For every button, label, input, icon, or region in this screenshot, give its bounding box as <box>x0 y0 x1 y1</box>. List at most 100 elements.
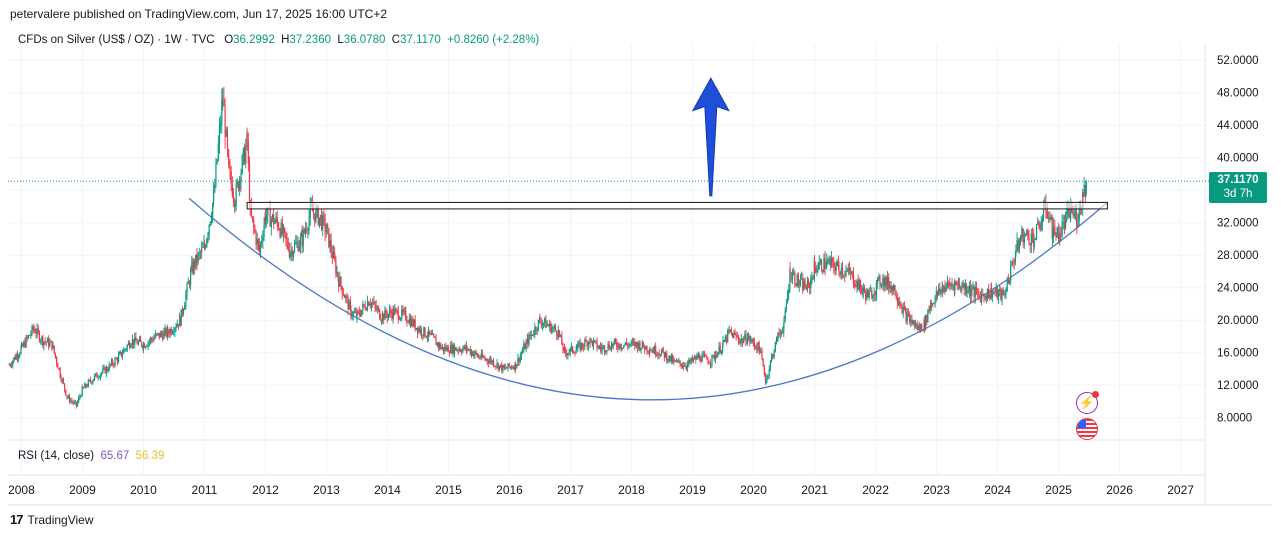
tradingview-brand: TradingView <box>27 512 94 527</box>
candle-body <box>645 346 647 350</box>
candle-body <box>13 357 15 361</box>
annotation-layer <box>8 77 1209 210</box>
candle-body <box>772 355 774 357</box>
candle-body <box>364 305 366 310</box>
candle-body <box>492 360 495 366</box>
candle-body <box>402 309 404 313</box>
tradingview-logo-icon: 17 <box>10 512 24 527</box>
candle-body <box>519 355 521 362</box>
candle-body <box>964 285 967 290</box>
candle-body <box>140 338 142 342</box>
last-price-value: 37.1170 <box>1217 174 1259 186</box>
candle-body <box>594 340 596 342</box>
candle-body <box>446 346 448 350</box>
candle-body <box>52 345 54 349</box>
candle-body <box>379 309 381 319</box>
candle-body <box>804 281 806 288</box>
candle-body <box>502 365 504 371</box>
candle-body <box>625 342 628 345</box>
candle-body <box>583 346 585 348</box>
candle-body <box>435 338 437 346</box>
candle-body <box>127 342 130 346</box>
candle-body <box>291 249 293 257</box>
candle-body <box>429 333 431 335</box>
tradingview-footer[interactable]: 17 TradingView <box>10 512 94 527</box>
candle-body <box>609 348 611 350</box>
candle-body <box>508 363 510 367</box>
candle-body <box>835 266 837 272</box>
candle-body <box>388 310 391 314</box>
candle-body <box>162 334 164 340</box>
candle-body <box>250 206 252 217</box>
candle-body <box>746 337 749 343</box>
candle-body <box>803 281 805 291</box>
published-header: petervalere published on TradingView.com… <box>10 7 388 21</box>
candle-body <box>18 355 20 359</box>
candle-body <box>284 227 286 233</box>
candle-body <box>790 278 792 280</box>
candle-body <box>614 339 617 343</box>
candle-body <box>1027 230 1029 237</box>
candle-body <box>401 309 403 318</box>
candle-body <box>863 287 866 293</box>
candle-body <box>198 252 200 254</box>
candle-body <box>54 352 57 358</box>
candle-body <box>473 354 475 356</box>
candle-body <box>722 340 724 345</box>
candle-body <box>684 365 686 367</box>
candle-body <box>975 287 978 292</box>
candle-body <box>719 346 721 353</box>
candle-body <box>33 328 35 330</box>
candle-body <box>472 351 474 356</box>
candle-body <box>315 209 317 222</box>
candle-body <box>855 286 857 287</box>
candle-body <box>65 389 67 396</box>
candle-body <box>158 333 160 338</box>
candle-body <box>973 286 975 297</box>
us-flag-icon[interactable] <box>1076 418 1098 440</box>
candle-body <box>881 284 883 286</box>
candle-body <box>962 283 964 287</box>
candle-body <box>341 286 343 295</box>
lightning-icon[interactable]: ⚡ <box>1076 391 1099 414</box>
candle-body <box>549 323 551 327</box>
candle-body <box>569 348 571 353</box>
candle-body <box>66 397 68 399</box>
candle-body <box>630 341 632 345</box>
candle-body <box>832 258 834 261</box>
candle-body <box>671 356 674 363</box>
candle-body <box>363 304 365 306</box>
symbol-name[interactable]: CFDs on Silver (US$ / OZ) · 1W · TVC <box>18 34 215 46</box>
candle-body <box>195 254 197 268</box>
candle-body <box>524 344 526 350</box>
candle-body <box>707 359 709 364</box>
candle-body <box>608 344 610 349</box>
candle-body <box>817 268 819 270</box>
candle-body <box>80 395 82 397</box>
candle-body <box>655 346 657 355</box>
candle-body <box>340 277 342 287</box>
candle-body <box>870 290 872 292</box>
candle-body <box>35 332 37 334</box>
candle-body <box>71 400 73 402</box>
candle-body <box>1069 212 1071 218</box>
candle-body <box>667 359 669 361</box>
candle-body <box>21 344 24 347</box>
candle-body <box>287 241 289 250</box>
candle-body <box>461 351 463 353</box>
candle-body <box>1031 233 1034 237</box>
candle-body <box>369 303 371 306</box>
candle-body <box>392 308 395 316</box>
candle-body <box>716 355 718 358</box>
candle-body <box>923 320 925 330</box>
candle-body <box>791 273 794 279</box>
candle-body <box>255 232 257 245</box>
candle-body <box>810 278 812 289</box>
candle-body <box>913 320 915 327</box>
rsi-legend[interactable]: RSI (14, close) 65.67 56.39 <box>18 450 164 462</box>
candle-body <box>585 339 587 342</box>
candle-body <box>117 355 120 362</box>
candle-body <box>61 379 63 381</box>
candle-body <box>118 353 120 356</box>
